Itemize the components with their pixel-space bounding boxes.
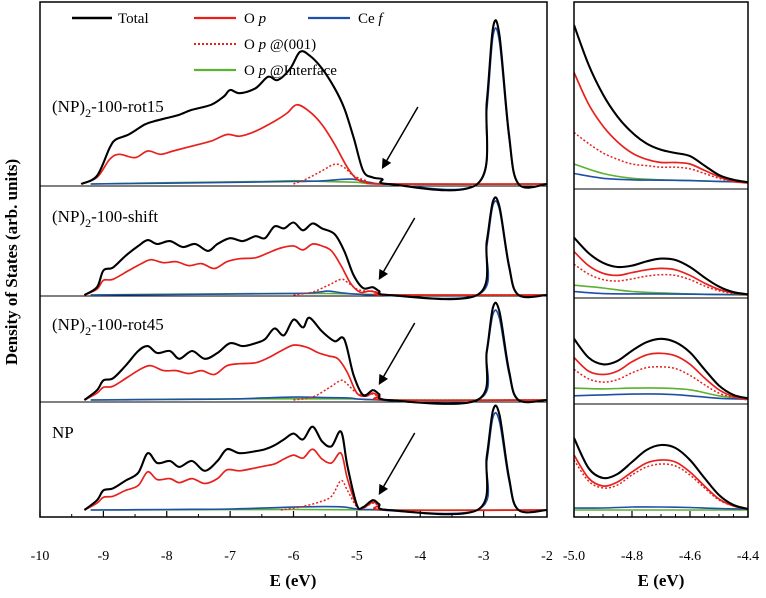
main-xtick-label-1: -9: [98, 549, 110, 564]
zoom-series-cef-1: [574, 290, 748, 296]
arrow-shaft-3: [382, 432, 416, 489]
legend-label-cef: Ce f: [358, 11, 384, 27]
series-op001-0: [293, 163, 547, 186]
legend-label-opint: O p @Interface: [244, 63, 337, 79]
series-total-0: [80, 19, 547, 192]
legend-label-total: Total: [118, 11, 149, 27]
zoom-series-total-0: [574, 24, 748, 184]
arrow-head-2: [378, 373, 389, 385]
main-xtick-label-3: -7: [224, 549, 236, 564]
series-op-2: [84, 344, 547, 402]
legend: Total O p Ce f O p @(001) O p @Interface: [72, 11, 384, 79]
arrow-shaft-0: [385, 106, 419, 163]
zoom-series-op-0: [574, 72, 748, 184]
zoom-xtick-label-0: -5.0: [563, 549, 585, 564]
zoom-series-op-3: [574, 454, 748, 510]
arrow-head-3: [378, 483, 389, 495]
main-xtick-label-4: -6: [288, 549, 300, 564]
zoom-series-total-3: [574, 437, 748, 511]
zoom-series-cef-0: [574, 172, 748, 183]
main-xtick-label-7: -3: [478, 549, 490, 564]
zoom-panel-series: [574, 24, 748, 511]
y-axis-title: Density of States (arb. units): [2, 159, 21, 365]
series-op-0: [80, 103, 547, 185]
plot-layer: -10 -9 -8 -7 -6 -5 -4 -3 -2 -5.0 -4.8 -4.6 -4.4: [31, 1, 759, 564]
zoom-series-opint-2: [574, 387, 748, 400]
series-total-1: [83, 196, 547, 301]
main-xtick-label-6: -4: [414, 549, 426, 564]
zoom-series-op-1: [574, 250, 748, 296]
zoom-series-total-1: [574, 236, 748, 296]
arrow-shaft-2: [382, 322, 416, 379]
panel-label-np: NP: [52, 423, 74, 442]
zoom-xtick-label-1: -4.8: [621, 549, 643, 564]
zoom-series-total-2: [574, 337, 748, 400]
x-axis-title-zoom: E (eV): [638, 571, 685, 590]
main-panel-frame: [39, 1, 548, 518]
series-op-1: [84, 243, 547, 296]
zoom-xtick-label-2: -4.6: [679, 549, 701, 564]
arrow-head-0: [381, 157, 392, 169]
zoom-series-op001-2: [574, 366, 748, 401]
arrow-shaft-1: [382, 217, 416, 274]
zoom-series-cef-3: [574, 506, 748, 510]
arrow-head-1: [378, 268, 389, 280]
main-xtick-label-8: -2: [541, 549, 553, 564]
series-total-2: [83, 301, 547, 405]
x-axis-title-main: E (eV): [270, 571, 317, 590]
zoom-xtick-label-3: -4.4: [737, 549, 759, 564]
legend-label-op: O p: [244, 11, 267, 27]
main-xtick-label-5: -5: [351, 549, 363, 564]
main-xtick-label-2: -8: [161, 549, 173, 564]
legend-label-op001: O p @(001): [244, 37, 316, 53]
zoom-series-op001-1: [574, 263, 748, 296]
panel-label-shift: (NP)2-100-shift: [52, 207, 158, 230]
series-cef-1: [90, 200, 547, 300]
main-xtick-label-0: -10: [31, 549, 50, 564]
series-total-3: [83, 404, 547, 516]
main-panel-series: [80, 19, 547, 516]
panel-label-rot45: (NP)2-100-rot45: [52, 315, 164, 338]
zoom-series-op-2: [574, 352, 748, 400]
zoom-series-cef-2: [574, 393, 748, 400]
panel-label-rot15: (NP)2-100-rot15: [52, 97, 164, 120]
series-op001-1: [293, 278, 547, 296]
